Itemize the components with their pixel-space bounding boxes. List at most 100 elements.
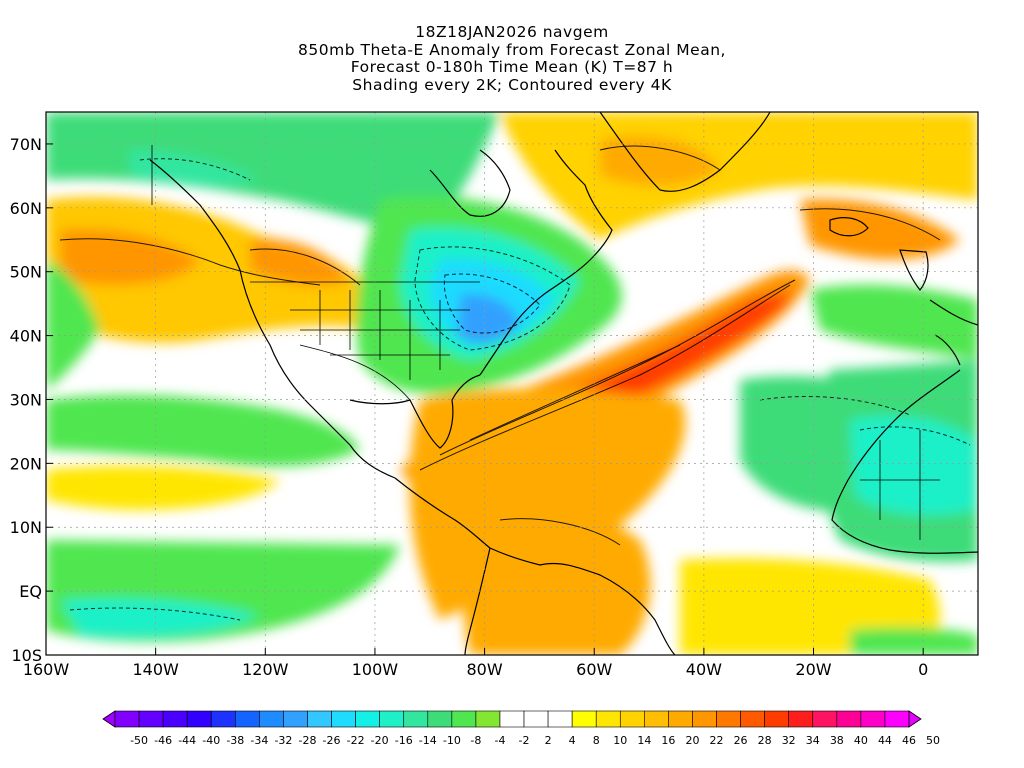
colorbar-cell: [451, 710, 477, 728]
colorbar-cell: [788, 710, 814, 728]
colorbar-label: 28: [758, 734, 772, 747]
colorbar-label: -26: [323, 734, 341, 747]
colorbar-cell: [475, 710, 501, 728]
colorbar-cell: [379, 710, 405, 728]
colorbar-label: -2: [519, 734, 530, 747]
colorbar-cell: [403, 710, 429, 728]
title-block: 18Z18JAN2026 navgem 850mb Theta-E Anomal…: [0, 23, 1024, 94]
colorbar-label: -20: [371, 734, 389, 747]
colorbar-label: -44: [178, 734, 196, 747]
lat-tick-label: 10S: [11, 646, 42, 665]
colorbar-label: -38: [226, 734, 244, 747]
colorbar-cell: [668, 710, 693, 728]
map-frame: [45, 111, 979, 656]
colorbar-cell: [210, 710, 236, 728]
colorbar-label: 10: [613, 734, 627, 747]
colorbar-cell: [114, 710, 140, 728]
colorbar-cell: [259, 710, 284, 728]
colorbar-cell: [836, 710, 862, 728]
colorbar-label: 44: [878, 734, 892, 747]
colorbar-cell: [619, 710, 645, 728]
colorbar-label: 50: [926, 734, 940, 747]
theta-e-anomaly-shading: [46, 112, 978, 655]
colorbar-cell: [523, 710, 549, 728]
colorbar-label: 16: [661, 734, 675, 747]
lon-tick-label: 40W: [686, 660, 722, 679]
lat-tick-label: 30N: [10, 390, 42, 409]
colorbar-cell: [764, 710, 789, 728]
colorbar-cell: [186, 710, 212, 728]
colorbar-cell: [644, 710, 669, 728]
title-line-variable: 850mb Theta-E Anomaly from Forecast Zona…: [298, 40, 726, 59]
title-line-shading: Shading every 2K; Contoured every 4K: [352, 75, 672, 94]
anomaly-contours: [59, 145, 941, 546]
lat-tick-label: 50N: [10, 263, 42, 282]
lat-tick-label: 60N: [10, 199, 42, 218]
lat-tick-label: 10N: [10, 518, 42, 537]
colorbar-label: 46: [902, 734, 916, 747]
colorbar-label: -28: [299, 734, 317, 747]
colorbar-cell: [740, 710, 765, 728]
colorbar-label: 26: [734, 734, 748, 747]
colorbar-cell: [716, 710, 741, 728]
colorbar-label: -34: [250, 734, 268, 747]
colorbar-label: 38: [830, 734, 844, 747]
colorbar-cell: [499, 710, 525, 728]
lat-tick-label: 70N: [10, 135, 42, 154]
lon-tick-label: 160W: [23, 660, 70, 679]
colorbar-cell: [571, 710, 597, 728]
colorbar-cell: [235, 710, 260, 728]
colorbar-label: 40: [854, 734, 868, 747]
lat-tick-label: 20N: [10, 454, 42, 473]
colorbar-label: 14: [637, 734, 651, 747]
lon-tick-label: 60W: [576, 660, 612, 679]
colorbar: -50 -46 -44 -40 -38 -34 -32 -28 -26 -22 -20 -16 -14-…: [102, 710, 940, 747]
lon-tick-label: 20W: [795, 660, 831, 679]
colorbar-label: -16: [395, 734, 413, 747]
colorbar-label: 34: [806, 734, 820, 747]
colorbar-label: -10: [443, 734, 461, 747]
colorbar-label: -4: [494, 734, 505, 747]
colorbar-label: 32: [782, 734, 796, 747]
colorbar-label: 20: [685, 734, 699, 747]
colorbar-cell: [138, 710, 164, 728]
colorbar-label: 2: [545, 734, 552, 747]
colorbar-label: 22: [710, 734, 724, 747]
colorbar-cell: [307, 710, 332, 728]
lon-tick-label: 0: [918, 660, 928, 679]
title-line-date-model: 18Z18JAN2026 navgem: [415, 23, 609, 41]
colorbar-label: -32: [274, 734, 292, 747]
political-boundaries: [151, 145, 940, 540]
lon-tick-label: 140W: [132, 660, 179, 679]
title-line-forecast: Forecast 0-180h Time Mean (K) T=87 h: [350, 58, 674, 76]
lat-tick-label: EQ: [19, 582, 42, 601]
colorbar-label: 8: [593, 734, 600, 747]
colorbar-cell: [812, 710, 838, 728]
lat-tick-label: 40N: [10, 327, 42, 346]
lon-tick-label: 100W: [352, 660, 399, 679]
colorbar-cell: [860, 710, 886, 728]
colorbar-cell: [331, 710, 356, 728]
colorbar-cell: [283, 710, 308, 728]
graticule: [46, 112, 978, 655]
colorbar-label: -14: [419, 734, 437, 747]
colorbar-cell: [162, 710, 188, 728]
colorbar-label: -46: [154, 734, 172, 747]
lon-tick-label: 80W: [466, 660, 502, 679]
map-axes: 160W 140W 120W 100W 80W 60W 40W 20W 0 70N 60N 50N 40…: [10, 135, 929, 679]
colorbar-cell: [427, 710, 453, 728]
colorbar-cell: [884, 710, 910, 728]
colorbar-cell: [547, 710, 573, 728]
coastlines: [149, 112, 978, 655]
colorbar-label: -40: [202, 734, 220, 747]
colorbar-label: -22: [347, 734, 365, 747]
lon-tick-label: 120W: [242, 660, 289, 679]
colorbar-low-arrow: [102, 710, 116, 728]
colorbar-cell: [355, 710, 380, 728]
colorbar-label: -50: [130, 734, 148, 747]
colorbar-cell: [595, 710, 621, 728]
colorbar-label: -8: [470, 734, 481, 747]
colorbar-high-arrow: [908, 710, 922, 728]
colorbar-label: 4: [569, 734, 576, 747]
